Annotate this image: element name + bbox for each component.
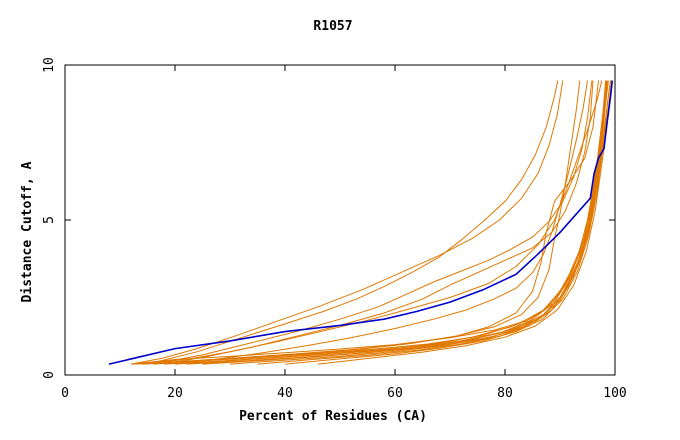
series-line [185,80,607,365]
series-line [163,80,608,365]
series-line [163,80,594,365]
series-line [147,80,559,365]
series-line [152,80,608,365]
chart-title: R1057 [313,19,352,34]
x-tick-label: 0 [61,386,69,401]
series-line [141,80,599,365]
series-line [317,80,613,365]
x-tick-label: 40 [277,386,293,401]
y-tick-label: 0 [42,371,57,379]
y-axis: 0 5 10 [42,57,615,379]
y-axis-label: Distance Cutoff, A [20,161,35,302]
y-tick-label: 5 [42,216,57,224]
x-axis-label: Percent of Residues (CA) [239,409,427,424]
series-line [202,80,608,365]
x-tick-label: 100 [603,386,626,401]
plot-frame [64,64,616,376]
y-tick-label: 10 [42,57,57,73]
series-line [174,80,588,365]
highlight-series-line [108,80,614,365]
highlight-layer [108,80,614,365]
series-line [152,80,593,365]
series-line [229,80,609,365]
x-tick-label: 60 [387,386,403,401]
x-axis: 0 20 40 60 80 100 [61,65,627,401]
series-line [284,80,613,365]
series-line [174,80,607,365]
x-tick-label: 20 [167,386,183,401]
x-tick-label: 80 [497,386,513,401]
